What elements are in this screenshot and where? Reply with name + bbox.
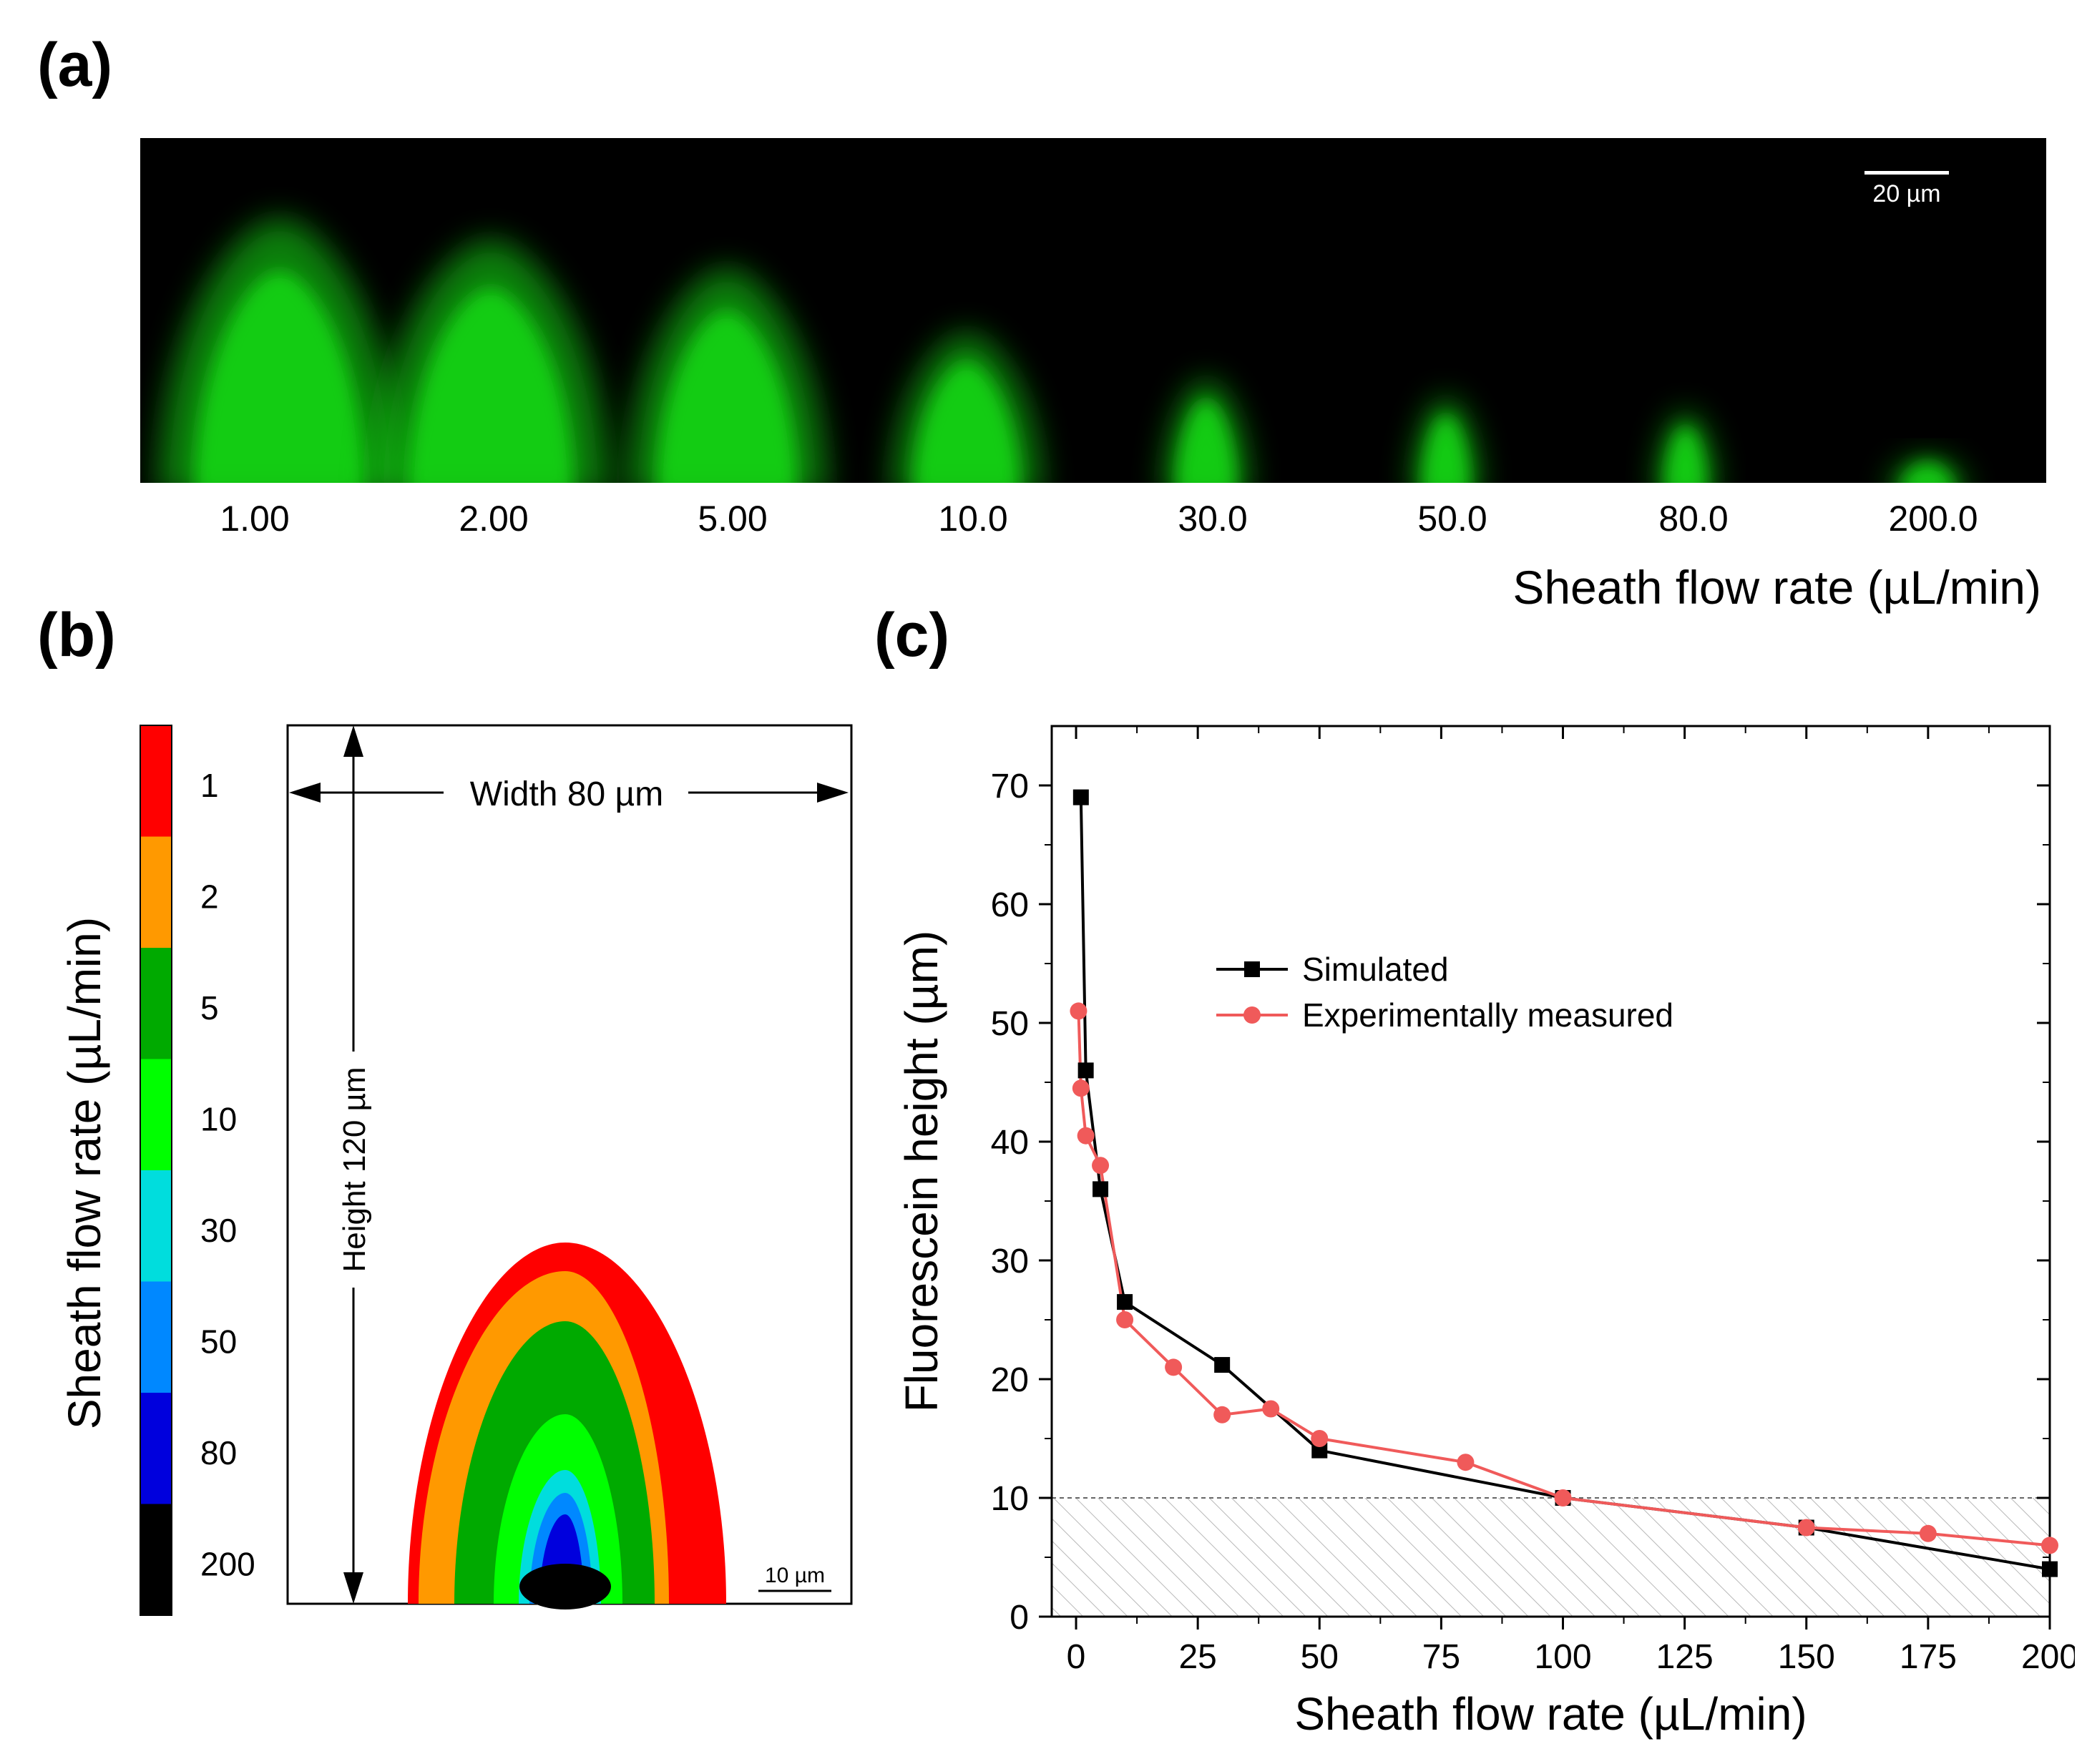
x-tick-label: 0 [1067, 1638, 1086, 1676]
data-point-square [1072, 789, 1089, 805]
colorbar-title: Sheath flow rate (µL/min) [59, 917, 110, 1429]
y-tick-label: 20 [991, 1361, 1029, 1399]
plume-core [1902, 463, 1953, 483]
colorbar-label: 80 [200, 1434, 237, 1471]
plume-core [408, 288, 574, 483]
data-point-circle [1070, 1002, 1088, 1020]
fluorescence-image: 20 µm [140, 138, 2046, 483]
panel-b-svg: Sheath flow rate (µL/min) 1 2 5 10 30 50 80 200… [59, 724, 853, 1616]
colorbar: 1 2 5 10 30 50 80 200 [140, 725, 255, 1616]
data-point-circle [1116, 1311, 1134, 1328]
x-tick-label: 50 [1301, 1638, 1339, 1676]
colorbar-segment [140, 948, 172, 1060]
flow-rate-label: 1.00 [220, 499, 290, 539]
y-tick-label: 70 [991, 768, 1029, 805]
data-point-circle [1077, 1127, 1095, 1145]
plume-core [1665, 426, 1706, 483]
scale-bar-line [1864, 171, 1949, 175]
series-line [1079, 797, 2051, 1571]
height-label: Height 120 µm [337, 1067, 372, 1272]
scale-bar-label: 20 µm [1872, 180, 1940, 207]
y-tick-label: 50 [991, 1005, 1029, 1043]
plume-core [657, 311, 797, 483]
x-tick-label: 25 [1178, 1638, 1216, 1676]
colorbar-label: 1 [200, 767, 219, 804]
colorbar-label: 5 [200, 989, 219, 1026]
data-point-square [1311, 1442, 1328, 1459]
x-axis-title: Sheath flow rate (µL/min) [1294, 1688, 1807, 1740]
width-label: Width 80 µm [470, 775, 663, 813]
panel-c-label: (c) [874, 601, 950, 670]
data-point-square [1117, 1294, 1133, 1310]
colorbar-label: 30 [200, 1212, 237, 1249]
x-tick-label: 200 [2021, 1638, 2075, 1676]
plot-frame [1050, 725, 2051, 1618]
flow-rate-label: 2.00 [459, 499, 529, 539]
data-point-circle [1457, 1454, 1475, 1471]
x-tick-label: 150 [1778, 1638, 1835, 1676]
plume-core [1176, 400, 1236, 483]
flow-rate-label: 200.0 [1888, 499, 1978, 539]
data-point-circle [1311, 1430, 1329, 1447]
panel-c-chart: 0 25 50 75 100 125 150 175 200 0 10 20 30 40 50 60 70 Si… [896, 725, 2075, 1740]
flow-rate-label: 80.0 [1658, 499, 1729, 539]
plume-core [914, 363, 1020, 483]
series-line [1077, 1011, 2051, 1547]
legend-marker [1244, 961, 1260, 977]
threshold-region [1052, 1498, 2050, 1617]
y-tick-label: 60 [991, 886, 1029, 924]
colorbar-label: 200 [200, 1546, 255, 1583]
legend-label: Experimentally measured [1302, 996, 1673, 1034]
data-point-square [1093, 1181, 1109, 1197]
colorbar-label: 50 [200, 1323, 237, 1361]
fluorescence-svg: 20 µm [158, 171, 1965, 483]
legend-marker [1243, 1006, 1261, 1024]
plume-contour [519, 1564, 611, 1609]
flow-rate-label: 5.00 [698, 499, 768, 539]
x-tick-label: 125 [1656, 1638, 1714, 1676]
data-point-square [2042, 1561, 2058, 1577]
data-point-circle [1797, 1519, 1815, 1537]
y-tick-label: 0 [1010, 1599, 1029, 1637]
flow-rate-label: 30.0 [1178, 499, 1248, 539]
x-tick-label: 75 [1422, 1638, 1460, 1676]
plume-core [195, 271, 365, 483]
colorbar-segment [140, 1281, 172, 1393]
data-point-circle [1213, 1406, 1231, 1424]
flow-rate-label: 50.0 [1417, 499, 1487, 539]
b-scale-bar-label: 10 µm [765, 1564, 825, 1587]
panel-b-label: (b) [37, 601, 116, 670]
data-point-circle [1165, 1358, 1183, 1376]
y-axis-title: Fluorescein height (µm) [896, 931, 947, 1413]
height-arrow [343, 725, 363, 1604]
colorbar-segment [140, 836, 172, 949]
data-point-circle [1072, 1079, 1090, 1097]
colorbar-label: 10 [200, 1101, 237, 1138]
colorbar-label: 2 [200, 878, 219, 916]
colorbar-segment [140, 1393, 172, 1505]
data-point-circle [1554, 1489, 1572, 1506]
data-point-circle [1919, 1524, 1937, 1542]
x-tick-label: 100 [1534, 1638, 1591, 1676]
x-tick-label: 175 [1900, 1638, 1957, 1676]
flow-rate-label: 10.0 [938, 499, 1008, 539]
colorbar-segment [140, 1170, 172, 1283]
y-tick-label: 40 [991, 1124, 1029, 1162]
legend-label: Simulated [1302, 951, 1449, 988]
data-point-circle [1092, 1157, 1110, 1175]
y-tick-label: 30 [991, 1243, 1029, 1280]
panel-a-axis-title: Sheath flow rate (µL/min) [1512, 561, 2041, 614]
data-point-square [1077, 1062, 1094, 1079]
colorbar-segment [140, 1059, 172, 1171]
panel-a-label: (a) [37, 31, 113, 99]
colorbar-segment [140, 725, 172, 838]
y-tick-label: 10 [991, 1480, 1029, 1518]
data-point-circle [2041, 1537, 2058, 1554]
plume-contours [408, 1243, 726, 1609]
width-arrow [289, 783, 849, 803]
data-point-square [1214, 1357, 1231, 1373]
data-point-circle [1262, 1400, 1280, 1418]
plume-core [1422, 414, 1470, 483]
colorbar-segment [140, 1504, 172, 1616]
